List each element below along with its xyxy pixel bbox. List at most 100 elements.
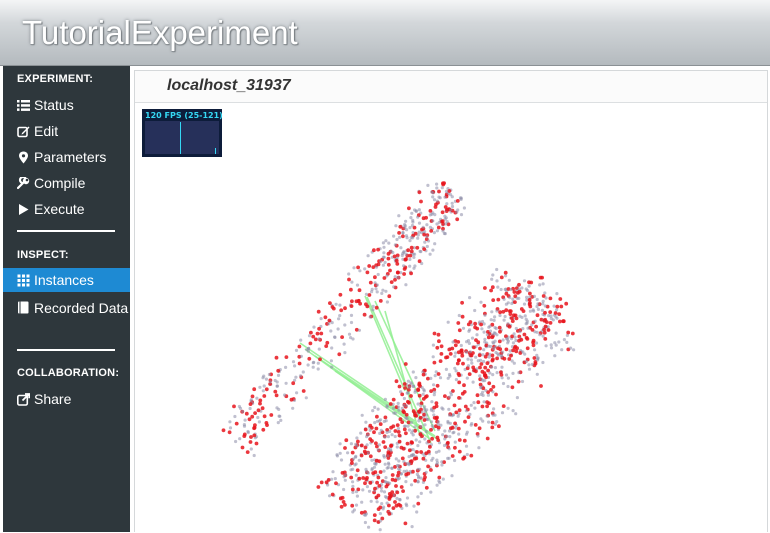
sidebar-item-status[interactable]: Status — [3, 93, 130, 117]
point — [525, 318, 528, 321]
point — [235, 422, 239, 426]
point — [412, 256, 415, 259]
list-icon — [17, 99, 30, 112]
point — [536, 357, 539, 360]
point — [392, 285, 395, 288]
point — [416, 468, 419, 471]
point — [393, 278, 397, 282]
point — [418, 440, 421, 443]
point — [276, 384, 279, 387]
point — [470, 362, 473, 365]
point — [373, 470, 377, 474]
point — [394, 243, 397, 246]
point — [504, 315, 507, 318]
point — [543, 291, 546, 294]
point — [378, 432, 381, 435]
point — [463, 439, 467, 443]
point — [368, 481, 372, 485]
point — [505, 292, 509, 296]
point — [492, 385, 496, 389]
point — [423, 418, 427, 422]
sidebar-item-label: Instances — [34, 272, 94, 288]
point — [486, 415, 489, 418]
point — [433, 361, 437, 365]
point — [453, 422, 457, 426]
sidebar-item-parameters[interactable]: Parameters — [3, 145, 130, 169]
point — [436, 200, 439, 203]
point — [358, 459, 361, 462]
point — [404, 362, 408, 366]
point — [340, 458, 343, 461]
point — [397, 409, 400, 412]
point — [439, 376, 442, 379]
point — [452, 431, 455, 434]
sidebar-item-share[interactable]: Share — [3, 387, 130, 411]
point — [420, 434, 424, 438]
point — [358, 302, 362, 306]
point — [324, 344, 328, 348]
point — [307, 347, 310, 350]
point — [489, 289, 493, 293]
point — [512, 409, 515, 412]
point — [404, 480, 407, 483]
sidebar-item-compile[interactable]: Compile — [3, 171, 130, 195]
point — [458, 328, 462, 332]
point — [408, 265, 411, 268]
point — [426, 465, 430, 469]
point — [408, 448, 412, 452]
point — [455, 217, 459, 221]
point — [393, 255, 397, 259]
point — [470, 424, 473, 427]
point — [382, 246, 385, 249]
point — [569, 347, 572, 350]
point — [528, 285, 531, 288]
sidebar-item-recorded-data[interactable]: Recorded Data — [3, 295, 130, 341]
point — [334, 477, 337, 480]
point — [429, 253, 432, 256]
point — [413, 425, 416, 428]
sidebar-item-edit[interactable]: Edit — [3, 119, 130, 143]
point — [408, 428, 411, 431]
point — [278, 415, 281, 418]
point — [365, 476, 369, 480]
point — [422, 397, 426, 401]
point — [384, 480, 387, 483]
point — [511, 298, 514, 301]
point — [422, 247, 426, 251]
point — [432, 355, 435, 358]
point — [360, 501, 363, 504]
point — [494, 332, 497, 335]
point — [494, 340, 497, 343]
book-icon — [17, 301, 30, 314]
point — [386, 467, 389, 470]
network-visualization[interactable] — [135, 71, 767, 533]
point — [350, 299, 354, 303]
point — [509, 288, 512, 291]
point — [330, 478, 333, 481]
point — [487, 401, 491, 405]
point — [368, 293, 372, 297]
point — [258, 420, 261, 423]
point — [555, 308, 558, 311]
point — [355, 299, 359, 303]
point — [491, 273, 494, 276]
connection-line — [305, 349, 430, 439]
point — [501, 351, 504, 354]
point — [382, 251, 385, 254]
point — [325, 341, 329, 345]
point — [432, 191, 435, 194]
point — [501, 411, 504, 414]
sidebar-item-execute[interactable]: Execute — [3, 197, 130, 221]
point — [406, 442, 410, 446]
point — [347, 278, 351, 282]
point — [545, 344, 548, 347]
point — [500, 276, 504, 280]
point — [347, 272, 350, 275]
point — [372, 305, 375, 308]
point — [526, 289, 529, 292]
point — [400, 420, 404, 424]
sidebar-item-instances[interactable]: Instances — [3, 268, 130, 292]
point — [481, 370, 485, 374]
point — [434, 374, 437, 377]
point — [403, 397, 406, 400]
